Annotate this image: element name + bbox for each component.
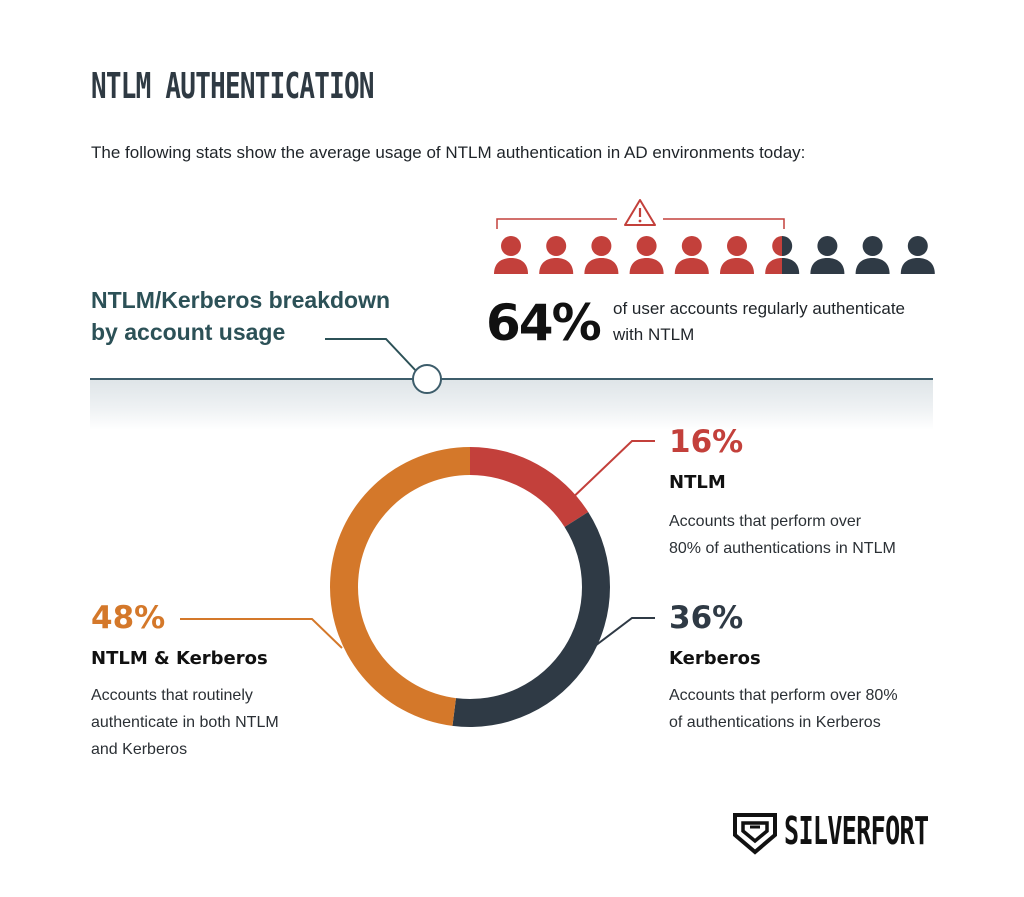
kerberos-label: Kerberos xyxy=(669,648,761,669)
person-icon xyxy=(674,236,709,274)
people-icons-row xyxy=(494,236,935,274)
accounts-percent: 64% xyxy=(486,294,602,352)
ntlm-desc-line-2: 80% of authentications in NTLM xyxy=(669,540,896,557)
breakdown-heading: NTLM/Kerberos breakdown by account usage xyxy=(91,284,390,348)
person-icon xyxy=(810,236,845,274)
both-percent: 48% xyxy=(91,600,166,636)
brand-name: SILVERFORT xyxy=(784,809,929,853)
breakdown-line-2: by account usage xyxy=(91,319,286,345)
ntlm-percent: 16% xyxy=(669,424,744,460)
person-icon xyxy=(900,236,935,274)
silverfort-logo-icon xyxy=(733,813,777,855)
ntlm-leader-line xyxy=(564,440,655,506)
person-icon xyxy=(494,236,528,274)
both-description: Accounts that routinely authenticate in … xyxy=(91,682,279,763)
both-leader-line xyxy=(180,618,343,649)
person-icon xyxy=(720,236,754,274)
kerberos-percent: 36% xyxy=(669,600,744,636)
ntlm-label: NTLM xyxy=(669,472,726,493)
both-desc-line-1: Accounts that routinely xyxy=(91,687,253,704)
person-icon xyxy=(855,236,890,274)
accounts-desc-line-2: with NTLM xyxy=(613,325,695,344)
ntlm-description: Accounts that perform over 80% of authen… xyxy=(669,508,896,562)
breakdown-line-1: NTLM/Kerberos breakdown xyxy=(91,287,391,313)
warning-bracket xyxy=(496,218,785,229)
warning-icon xyxy=(624,199,656,226)
breakdown-leader-line xyxy=(325,338,419,374)
kerberos-leader-line xyxy=(586,617,655,653)
divider-node-circle xyxy=(412,364,442,394)
ntlm-desc-line-1: Accounts that perform over xyxy=(669,513,862,530)
kerberos-desc-line-1: Accounts that perform over 80% xyxy=(669,687,898,704)
kerberos-description: Accounts that perform over 80% of authen… xyxy=(669,682,898,736)
donut-slice-kerberos xyxy=(452,511,610,727)
kerberos-desc-line-2: of authentications in Kerberos xyxy=(669,714,881,731)
both-label: NTLM & Kerberos xyxy=(91,648,268,669)
person-icon xyxy=(765,236,800,274)
page-title: NTLM AUTHENTICATION xyxy=(91,66,375,107)
accounts-description: of user accounts regularly authenticate … xyxy=(613,296,905,348)
person-icon xyxy=(584,236,619,274)
donut-chart xyxy=(330,447,610,727)
person-icon xyxy=(629,236,664,274)
accounts-desc-line-1: of user accounts regularly authenticate xyxy=(613,299,906,318)
person-icon xyxy=(539,236,574,274)
both-desc-line-3: and Kerberos xyxy=(91,741,188,758)
donut-slice-ntlm xyxy=(470,447,589,527)
both-desc-line-2: authenticate in both NTLM xyxy=(91,714,279,731)
page-subtitle: The following stats show the average usa… xyxy=(91,143,806,162)
donut-slice-ntlm-kerberos xyxy=(330,447,470,726)
divider-band xyxy=(90,380,933,430)
